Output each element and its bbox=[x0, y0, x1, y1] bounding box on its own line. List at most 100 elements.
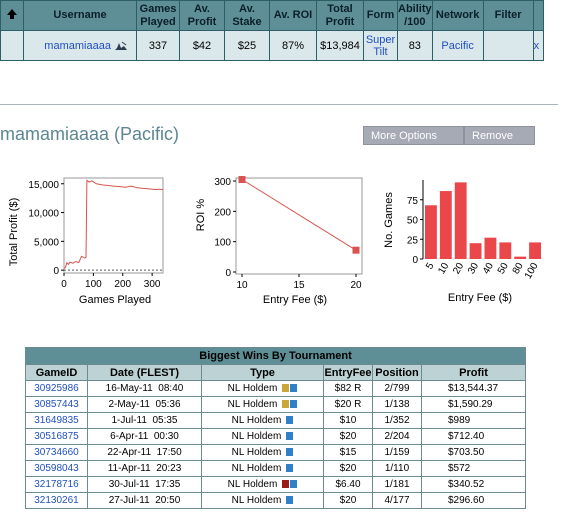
roi-chart-xtick-label: 20 bbox=[350, 280, 362, 291]
games-chart-ytick-label: 25 bbox=[407, 235, 419, 246]
profit-chart-xtick-label: 100 bbox=[85, 279, 102, 290]
wins-col-profit[interactable]: Profit bbox=[420, 364, 527, 381]
profit-cell: $572 bbox=[420, 460, 527, 477]
position-cell: 1/110 bbox=[372, 460, 422, 477]
position-cell: 2/204 bbox=[372, 428, 422, 445]
more-options-button[interactable]: More Options bbox=[363, 126, 464, 145]
col-av-stake[interactable]: Av. Stake bbox=[224, 0, 270, 31]
col-ability[interactable]: Ability /100 bbox=[397, 0, 433, 31]
col-network[interactable]: Network bbox=[431, 0, 484, 31]
time-value: 17:35 bbox=[155, 479, 181, 490]
col-av-profit[interactable]: Av. Profit bbox=[179, 0, 225, 31]
wins-col-gameid[interactable]: GameID bbox=[25, 364, 88, 381]
sort-up-arrow-icon[interactable] bbox=[6, 8, 18, 20]
gameid-link[interactable]: 30734660 bbox=[34, 447, 79, 458]
av-roi-value: 87% bbox=[269, 30, 317, 61]
games-chart-bar bbox=[425, 205, 437, 259]
entry-fee-cell: $15 bbox=[323, 444, 373, 461]
gameid-cell: 30734660 bbox=[25, 444, 88, 461]
position-cell: 1/181 bbox=[372, 476, 422, 493]
remove-row-link[interactable]: x bbox=[533, 39, 540, 52]
blue-badge-icon bbox=[290, 480, 298, 489]
type-value: NL Holdem bbox=[231, 495, 282, 506]
col-games-played[interactable]: Games Played bbox=[136, 0, 180, 31]
type-cell: NL Holdem bbox=[201, 460, 324, 477]
type-value: NL Holdem bbox=[227, 383, 278, 394]
games-chart-ytick-label: 50 bbox=[407, 216, 419, 227]
col-form[interactable]: Form bbox=[363, 0, 398, 31]
roi-chart-point bbox=[238, 176, 246, 184]
type-value: NL Holdem bbox=[231, 463, 282, 474]
type-value: NL Holdem bbox=[227, 399, 278, 410]
profit-cell: $13,544.37 bbox=[420, 380, 527, 397]
gameid-link[interactable]: 32130261 bbox=[34, 495, 79, 506]
section-divider bbox=[0, 104, 558, 105]
username-link[interactable]: mamamiaaaa bbox=[44, 39, 111, 52]
type-value: NL Holdem bbox=[231, 431, 282, 442]
wins-col-entryfee[interactable]: EntryFee bbox=[323, 364, 373, 381]
date-cell: 30-Jul-11 17:35 bbox=[87, 476, 202, 493]
time-value: 20:50 bbox=[155, 495, 181, 506]
games-chart-xtick-label: 100 bbox=[523, 261, 541, 281]
remove-button[interactable]: Remove bbox=[464, 126, 535, 145]
games-chart-xtick-label: 10 bbox=[436, 261, 451, 277]
sort-cell[interactable] bbox=[0, 0, 24, 31]
ability-value: 83 bbox=[397, 30, 433, 61]
date-cell: 27-Jul-11 20:50 bbox=[87, 492, 202, 509]
blue-badge-icon bbox=[286, 448, 294, 457]
wins-row: 30925986 16-May-11 08:40 NL Holdem $82 R 2/7… bbox=[25, 380, 527, 397]
date-value: 11-Apr-11 bbox=[107, 463, 151, 474]
username-cell: mamamiaaaa bbox=[23, 30, 137, 61]
total-profit-value: $13,984 bbox=[316, 30, 364, 61]
gameid-link[interactable]: 32178716 bbox=[34, 479, 79, 490]
wins-col-type[interactable]: Type bbox=[201, 364, 324, 381]
wins-row: 32130261 27-Jul-11 20:50 NL Holdem $20 4/177… bbox=[25, 492, 527, 509]
gameid-link[interactable]: 30857443 bbox=[34, 399, 79, 410]
wins-col-date[interactable]: Date (FLEST) bbox=[87, 364, 202, 381]
col-av-roi[interactable]: Av. ROI bbox=[269, 0, 317, 31]
games-chart-ylabel: No. Games bbox=[383, 192, 395, 248]
gameid-link[interactable]: 30598043 bbox=[34, 463, 79, 474]
date-cell: 2-May-11 05:36 bbox=[87, 396, 202, 413]
profit-chart-frame bbox=[63, 177, 164, 274]
plus-badge-icon bbox=[282, 400, 290, 409]
profit-cell: $712.40 bbox=[420, 428, 527, 445]
profit-chart-xlabel: Games Played bbox=[79, 294, 151, 306]
col-total-profit[interactable]: Total Profit bbox=[316, 0, 364, 31]
gameid-link[interactable]: 30516875 bbox=[34, 431, 79, 442]
roi-chart-ylabel: ROI % bbox=[195, 199, 207, 232]
type-cell: NL Holdem bbox=[201, 476, 324, 493]
roi-chart-xtick-label: 15 bbox=[293, 280, 305, 291]
entry-fee-cell: $82 R bbox=[323, 380, 373, 397]
wins-header-row: GameID Date (FLEST) Type EntryFee Positi… bbox=[25, 364, 527, 381]
time-value: 05:36 bbox=[155, 399, 181, 410]
wins-row: 30516875 6-Apr-11 00:30 NL Holdem $20 2/204 $… bbox=[25, 428, 527, 445]
network-link[interactable]: Pacific bbox=[441, 39, 474, 52]
games-chart-xtick-label: 80 bbox=[511, 261, 526, 277]
wins-col-position[interactable]: Position bbox=[372, 364, 422, 381]
network-value: Pacific bbox=[431, 30, 484, 61]
col-username[interactable]: Username bbox=[23, 0, 137, 31]
filter-value[interactable] bbox=[482, 30, 534, 61]
date-value: 27-Jul-11 bbox=[108, 495, 150, 506]
games-played-value: 337 bbox=[136, 30, 180, 61]
col-filter[interactable]: Filter bbox=[482, 0, 534, 31]
profit-chart-ytick-label: 10,000 bbox=[28, 209, 59, 220]
profit-chart-xtick-label: 0 bbox=[61, 279, 67, 290]
type-cell: NL Holdem bbox=[201, 396, 324, 413]
games-chart-bar bbox=[454, 182, 467, 259]
position-cell: 1/352 bbox=[372, 412, 422, 429]
time-value: 17:50 bbox=[156, 447, 182, 458]
gameid-link[interactable]: 31649835 bbox=[34, 415, 79, 426]
wins-caption: Biggest Wins By Tournament bbox=[24, 347, 527, 365]
roi-chart-point bbox=[352, 246, 360, 254]
profit-chart-ytick-label: 0 bbox=[53, 266, 59, 277]
profit-chart-ytick-label: 5,000 bbox=[34, 237, 59, 248]
entry-fee-cell: $10 bbox=[323, 412, 373, 429]
games-chart-ytick-label: 75 bbox=[407, 196, 419, 207]
form-link[interactable]: Super Tilt bbox=[365, 33, 396, 58]
gameid-link[interactable]: 30925986 bbox=[34, 383, 79, 394]
roi-chart-ytick-label: 100 bbox=[214, 238, 231, 249]
